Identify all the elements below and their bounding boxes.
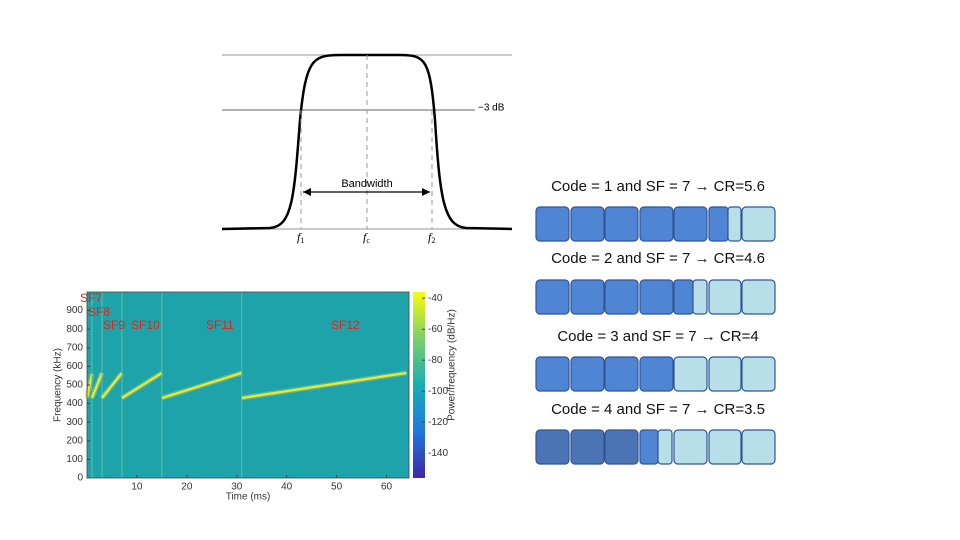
block [535,279,570,315]
chirp [90,372,103,399]
x-tick-label: 20 [181,482,193,493]
x-tick-label: 30 [231,482,243,493]
x-axis-label: Time (ms) [226,492,271,503]
block-row [535,279,776,315]
block [741,429,776,465]
chirp [101,372,123,399]
block [604,279,639,315]
block [570,429,605,465]
f2-label: f2 [428,230,435,245]
block-row [535,356,776,392]
segment-label: SF9 [103,318,125,332]
segment-label: SF12 [331,318,360,332]
bandwidth-label: Bandwidth [341,178,392,190]
y-tick-label: 400 [66,398,83,409]
block [673,279,694,315]
block [604,356,639,392]
block [708,429,742,465]
block [535,206,570,242]
x-tick-label: 60 [381,482,393,493]
block [741,279,776,315]
colorbar-tick-label: -100 [428,386,448,397]
block [535,429,570,465]
block [708,206,729,242]
block [570,279,605,315]
colorbar-tick-label: -60 [428,324,443,335]
block [639,279,674,315]
colorbar-tick-label: -40 [428,293,443,304]
y-tick-label: 300 [66,417,83,428]
x-tick-label: 10 [131,482,143,493]
block [657,429,673,465]
block [570,206,605,242]
chirp [121,371,163,399]
fc-label: fc [363,230,370,245]
chirp [161,371,243,400]
db-label: −3 dB [478,103,505,114]
block [708,356,742,392]
y-tick-label: 500 [66,380,83,391]
segment-label: SF7 [80,291,102,305]
block [708,279,742,315]
row-title: Code = 2 and SF = 7 → CR=4.6 [551,250,765,267]
segment-label: SF8 [88,305,110,319]
chirp [241,371,407,400]
x-tick-label: 40 [281,482,293,493]
y-tick-label: 700 [66,342,83,353]
block [673,356,708,392]
x-tick-label: 50 [331,482,343,493]
row-title: Code = 1 and SF = 7 → CR=5.6 [551,178,765,195]
y-tick-label: 800 [66,324,83,335]
block [692,279,708,315]
response-curve [221,53,513,231]
block [741,206,776,242]
chirp [85,373,94,399]
block-row [535,206,776,242]
y-tick-label: 900 [66,305,83,316]
y-tick-label: 0 [77,473,83,484]
colorbar-tick-label: -140 [428,448,448,459]
block [639,356,674,392]
y-tick-label: 100 [66,454,83,465]
row-title: Code = 3 and SF = 7 → CR=4 [557,328,758,345]
y-tick-label: 600 [66,361,83,372]
coding-panel: Code = 1 and SF = 7 → CR=5.6 Code = 2 an… [535,178,776,465]
block [604,206,639,242]
segment-label: SF11 [206,318,234,332]
segment-label: SF10 [131,318,160,332]
block [639,206,674,242]
block [639,429,659,465]
row-title: Code = 4 and SF = 7 → CR=3.5 [551,401,765,418]
colorbar-tick-label: -80 [428,355,443,366]
block [535,356,570,392]
f1-label: f1 [297,230,304,245]
block [604,429,639,465]
block [727,206,742,242]
block [570,356,605,392]
bandpass-diagram: Bandwidth −3 dB f1 fc f2 [221,53,513,245]
colorbar-label: Power/frequency (dB/Hz) [447,309,458,421]
y-axis-label: Frequency (kHz) [53,348,64,422]
y-tick-label: 200 [66,435,83,446]
block [741,356,776,392]
block [673,206,708,242]
block-row [535,429,776,465]
colorbar-tick-label: -120 [428,417,448,428]
colorbar [413,292,425,478]
block [673,429,708,465]
